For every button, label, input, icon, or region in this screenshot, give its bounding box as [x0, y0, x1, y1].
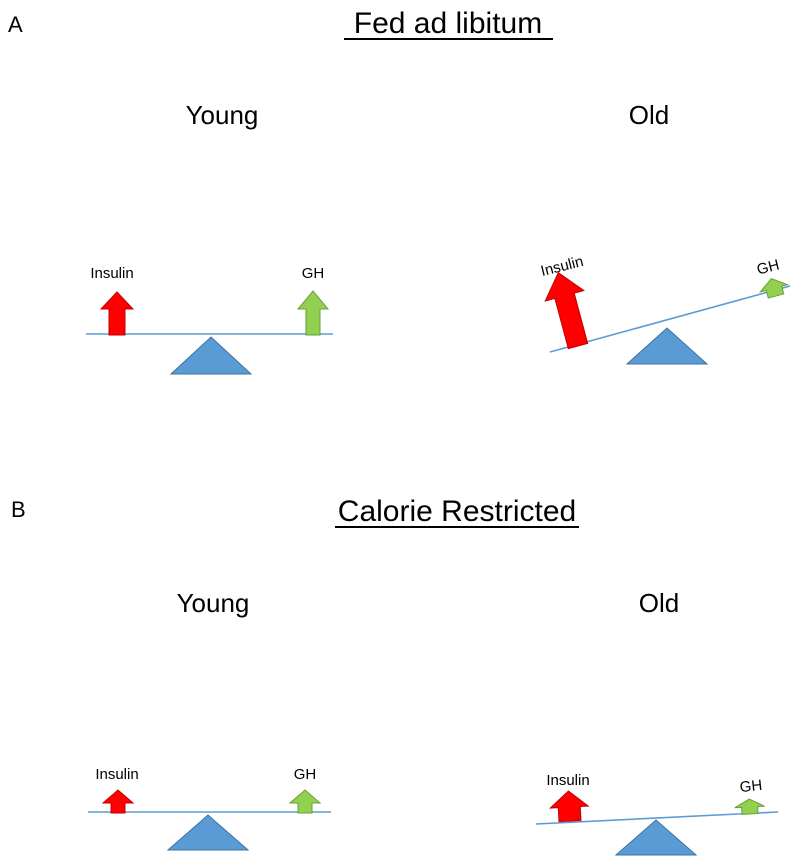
panel-b-letter: B	[11, 497, 26, 522]
panel-a-young-heading: Young	[186, 100, 259, 130]
panel-b-old-gh-label: GH	[739, 777, 763, 796]
panel-a-old-beam	[549, 285, 791, 353]
panel-a-old-heading: Old	[629, 100, 669, 130]
panel-a-letter: A	[8, 12, 23, 37]
panel-b-old-insulin-label: Insulin	[546, 772, 589, 789]
panel-b-young-insulin-label: Insulin	[95, 766, 138, 783]
panel-a-young-insulin-arrow	[99, 291, 135, 336]
panel-b-old-beam	[535, 811, 779, 825]
panel-a-old-gh-arrow	[759, 278, 790, 299]
panel-a-young-insulin-label: Insulin	[90, 265, 133, 282]
panel-a-old-insulin-arrow	[544, 271, 589, 350]
panel-a: A Fed ad libitum Young Insulin GH Old In…	[8, 7, 791, 375]
panel-a-young-fulcrum	[169, 336, 253, 375]
panel-a-young-seesaw: Young Insulin GH	[86, 100, 333, 375]
panel-a-old-seesaw: Old Insulin GH	[539, 100, 791, 365]
panel-b-young-gh-arrow	[288, 789, 322, 814]
panel-b-old-seesaw: Old Insulin GH	[535, 588, 779, 856]
panel-b-young-heading: Young	[177, 588, 250, 618]
panel-b: B Calorie Restricted Young Insulin GH Ol…	[11, 495, 779, 856]
panel-b-old-heading: Old	[639, 588, 679, 618]
panel-b-young-insulin-arrow	[101, 789, 135, 814]
panel-b-young-fulcrum	[166, 814, 250, 851]
panel-a-old-fulcrum	[625, 327, 709, 365]
panel-a-young-gh-label: GH	[302, 265, 325, 282]
panel-b-old-insulin-arrow	[548, 790, 590, 823]
panel-b-young-gh-label: GH	[294, 766, 317, 783]
panel-a-young-gh-arrow	[296, 290, 330, 336]
panel-b-title: Calorie Restricted	[338, 495, 576, 528]
panel-b-old-fulcrum	[614, 819, 698, 856]
panel-a-title: Fed ad libitum	[354, 7, 542, 40]
panel-b-young-seesaw: Young Insulin GH	[88, 588, 331, 851]
panel-b-old-gh-arrow	[734, 798, 765, 815]
panel-a-old-gh-label: GH	[755, 257, 781, 279]
